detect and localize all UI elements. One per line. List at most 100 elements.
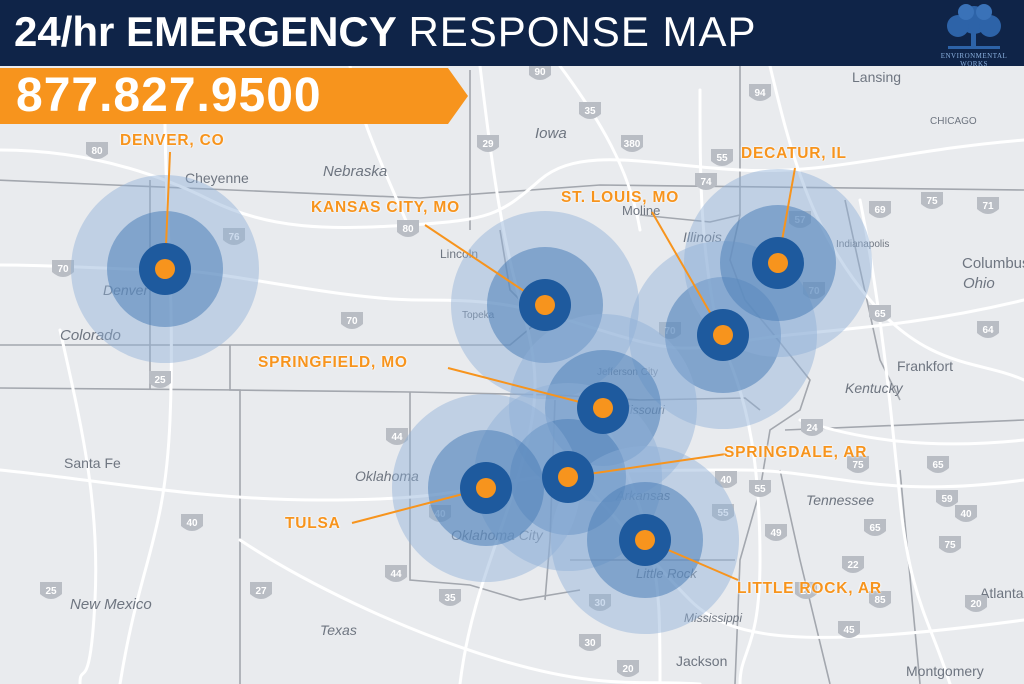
highway-shield: 64 (977, 321, 999, 338)
highway-shield: 25 (40, 582, 62, 599)
svg-text:44: 44 (391, 432, 403, 443)
title-bold: 24/hr EMERGENCY (14, 8, 397, 55)
place-label-nebraska: Nebraska (323, 163, 387, 180)
header-bar: 24/hr EMERGENCY RESPONSE MAP ENVIRONMENT… (0, 0, 1024, 68)
svg-text:22: 22 (847, 560, 859, 571)
svg-text:94: 94 (754, 88, 766, 99)
place-label-texas: Texas (320, 622, 357, 638)
phone-banner (0, 68, 468, 124)
place-label-topeka: Topeka (462, 310, 495, 321)
place-label-iowa: Iowa (535, 125, 567, 142)
highway-shield: 35 (579, 102, 601, 119)
svg-text:65: 65 (932, 460, 944, 471)
leader-line-springfield-mo (447, 367, 604, 409)
location-label-denver: DENVER, CO (120, 132, 225, 149)
highway-shield: 20 (965, 595, 987, 612)
svg-text:55: 55 (716, 153, 728, 164)
svg-text:49: 49 (770, 528, 782, 539)
highway-shield: 55 (749, 480, 771, 497)
highway-shield: 27 (250, 582, 272, 599)
svg-text:69: 69 (874, 205, 886, 216)
svg-text:71: 71 (982, 201, 994, 212)
page-title: 24/hr EMERGENCY RESPONSE MAP (14, 6, 757, 58)
svg-text:25: 25 (45, 586, 57, 597)
svg-text:40: 40 (960, 509, 972, 520)
location-label-little-rock: LITTLE ROCK, AR (737, 580, 882, 597)
location-label-kansas-city: KANSAS CITY, MO (311, 199, 460, 216)
svg-text:25: 25 (154, 375, 166, 386)
place-label-oklahoma: Oklahoma (355, 468, 419, 484)
title-light: RESPONSE MAP (408, 8, 757, 55)
place-label-cheyenne: Cheyenne (185, 170, 249, 186)
place-label-montgomery: Montgomery (906, 663, 984, 679)
highway-shield: 59 (936, 490, 958, 507)
location-label-tulsa: TULSA (285, 515, 341, 532)
place-label-moline: Moline (622, 203, 660, 218)
highway-shield: 40 (181, 514, 203, 531)
svg-text:30: 30 (584, 638, 596, 649)
svg-text:70: 70 (57, 264, 69, 275)
svg-text:20: 20 (970, 599, 982, 610)
phone-number: 877.827.9500 (16, 69, 322, 122)
location-markers (139, 237, 804, 566)
place-label-chicago: CHICAGO (930, 116, 977, 127)
location-label-springfield: SPRINGFIELD, MO (258, 354, 408, 371)
highway-shield: 65 (927, 456, 949, 473)
highway-shield: 75 (847, 456, 869, 473)
svg-text:90: 90 (534, 67, 546, 78)
location-label-springdale: SPRINGDALE, AR (724, 444, 868, 461)
highway-shield: 80 (397, 220, 419, 237)
svg-text:80: 80 (402, 224, 414, 235)
highway-shield: 65 (869, 305, 891, 322)
svg-text:27: 27 (255, 586, 267, 597)
svg-text:45: 45 (843, 625, 855, 636)
place-label-lansing: Lansing (852, 69, 901, 85)
svg-text:75: 75 (944, 540, 956, 551)
marker-dot-tulsa (476, 478, 496, 498)
highway-shield: 30 (589, 594, 611, 611)
svg-text:70: 70 (346, 316, 358, 327)
place-label-santa-fe: Santa Fe (64, 455, 121, 471)
marker-dot-kansas-city-mo (535, 295, 555, 315)
highway-shield: 24 (801, 419, 823, 436)
marker-dot-decatur-il (768, 253, 788, 273)
tree-icon (947, 4, 1001, 49)
svg-text:59: 59 (941, 494, 953, 505)
logo-text: ENVIRONMENTAL WORKS (940, 52, 1008, 68)
leader-line-springdale-ar (567, 453, 727, 478)
place-label-kentucky: Kentucky (845, 380, 904, 396)
svg-text:20: 20 (800, 586, 812, 597)
place-label-mississippi: Mississippi (684, 611, 742, 625)
highway-shield: 55 (712, 504, 734, 521)
highway-shield: 20 (617, 660, 639, 677)
highway-shield: 71 (977, 197, 999, 214)
highway-shield: 49 (765, 524, 787, 541)
svg-text:24: 24 (806, 423, 818, 434)
highway-shield: 69 (869, 201, 891, 218)
marker-dot-st-louis-mo (713, 325, 733, 345)
logo: ENVIRONMENTAL WORKS (928, 2, 1020, 68)
highway-shield: 80 (86, 142, 108, 159)
highway-shield: 35 (439, 589, 461, 606)
highway-shield: 70 (52, 260, 74, 277)
svg-text:75: 75 (852, 460, 864, 471)
coverage-areas (71, 169, 872, 634)
place-label-jackson: Jackson (676, 653, 727, 669)
svg-text:55: 55 (717, 508, 729, 519)
highway-shield: 380 (621, 135, 643, 152)
svg-text:40: 40 (720, 475, 732, 486)
highway-shield: 70 (341, 312, 363, 329)
highway-shield: 30 (579, 634, 601, 651)
highway-shield: 40 (955, 505, 977, 522)
place-label-ohio: Ohio (963, 275, 995, 292)
svg-text:65: 65 (874, 309, 886, 320)
highway-shield: 25 (149, 371, 171, 388)
svg-text:30: 30 (594, 598, 606, 609)
svg-text:35: 35 (444, 593, 456, 604)
highway-shield: 45 (838, 621, 860, 638)
place-label-tennessee: Tennessee (806, 492, 874, 508)
svg-text:75: 75 (926, 196, 938, 207)
highway-shield: 74 (695, 173, 717, 190)
svg-text:380: 380 (624, 139, 641, 150)
